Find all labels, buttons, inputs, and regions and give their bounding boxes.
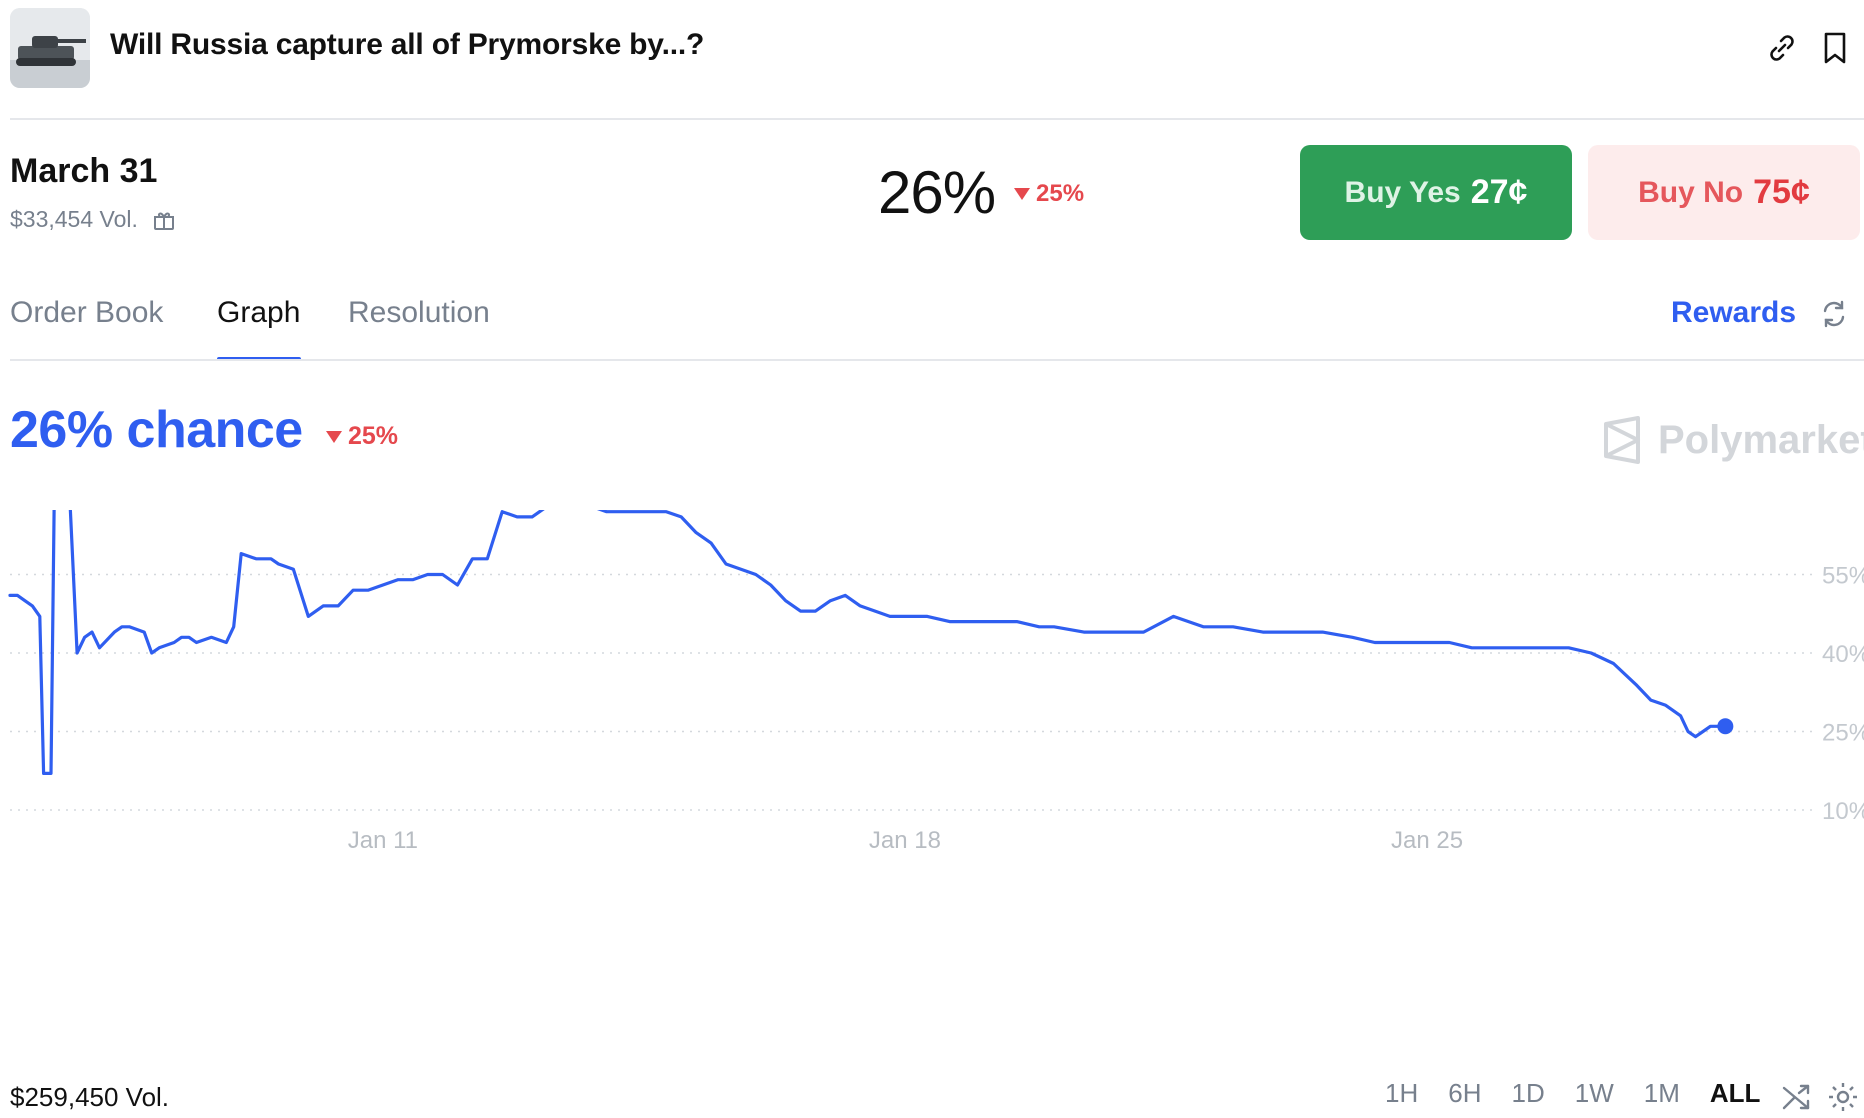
down-triangle-icon <box>326 430 342 443</box>
outcome-volume: $33,454 Vol. <box>10 206 176 233</box>
y-tick-label: 55% <box>1822 563 1864 590</box>
outcome-probability: 26% <box>878 159 996 226</box>
header-divider <box>10 118 1864 120</box>
chance-change: 25% <box>326 422 398 451</box>
gift-icon[interactable] <box>152 208 176 232</box>
polymarket-logo-icon <box>1604 416 1640 464</box>
y-tick-label: 10% <box>1822 798 1864 825</box>
range-1d[interactable]: 1D <box>1511 1078 1545 1108</box>
y-tick-label: 40% <box>1822 641 1864 668</box>
buy-yes-price: 27¢ <box>1470 173 1528 211</box>
outcome-change-value: 25% <box>1036 180 1085 207</box>
brand-watermark: Polymarket <box>1600 416 1864 464</box>
refresh-icon[interactable] <box>1818 298 1850 330</box>
outcome-date: March 31 <box>10 152 158 190</box>
chance-change-value: 25% <box>348 422 399 450</box>
tabs-divider <box>10 359 1864 361</box>
y-tick-label: 70% <box>1822 510 1864 511</box>
buy-no-button[interactable]: Buy No 75¢ <box>1588 145 1860 240</box>
chance-value: 26% chance <box>10 401 303 459</box>
shuffle-icon[interactable] <box>1780 1080 1814 1114</box>
market-thumbnail <box>10 8 90 88</box>
rewards-link[interactable]: Rewards <box>1671 296 1797 329</box>
buy-no-price: 75¢ <box>1753 173 1810 211</box>
tab-resolution[interactable]: Resolution <box>348 296 490 329</box>
tab-graph[interactable]: Graph <box>217 296 301 329</box>
buy-yes-label: Buy Yes <box>1344 175 1461 209</box>
down-triangle-icon <box>1014 188 1030 200</box>
range-6h[interactable]: 6H <box>1448 1078 1482 1108</box>
market-title: Will Russia capture all of Prymorske by.… <box>110 28 705 61</box>
tab-order-book[interactable]: Order Book <box>10 296 164 329</box>
link-icon[interactable] <box>1762 28 1802 68</box>
y-tick-label: 25% <box>1822 720 1864 747</box>
x-tick-label: Jan 25 <box>1391 827 1463 854</box>
price-chart[interactable]: 70% 55% 40% 25% 10% Jan 11 Jan 18 Jan 25 <box>0 510 1864 1020</box>
bookmark-icon[interactable] <box>1815 28 1855 68</box>
x-tick-label: Jan 11 <box>348 827 418 854</box>
x-tick-label: Jan 18 <box>869 827 941 854</box>
buy-no-label: Buy No <box>1638 175 1744 209</box>
range-1m[interactable]: 1M <box>1643 1078 1680 1108</box>
range-1h[interactable]: 1H <box>1385 1078 1419 1108</box>
last-point-marker <box>1717 718 1734 735</box>
outcome-volume-text: $33,454 Vol. <box>10 206 138 232</box>
range-all[interactable]: ALL <box>1709 1078 1761 1108</box>
brand-name: Polymarket <box>1658 417 1864 462</box>
total-volume: $259,450 Vol. <box>10 1082 170 1112</box>
range-1w[interactable]: 1W <box>1574 1078 1614 1108</box>
series-line <box>8 510 1727 775</box>
outcome-change: 25% <box>1014 180 1084 208</box>
settings-gear-icon[interactable] <box>1826 1080 1860 1114</box>
tank-icon <box>10 8 90 88</box>
buy-yes-button[interactable]: Buy Yes 27¢ <box>1300 145 1572 240</box>
time-range-selector: 1H 6H 1D 1W 1M ALL <box>1385 1078 1760 1109</box>
